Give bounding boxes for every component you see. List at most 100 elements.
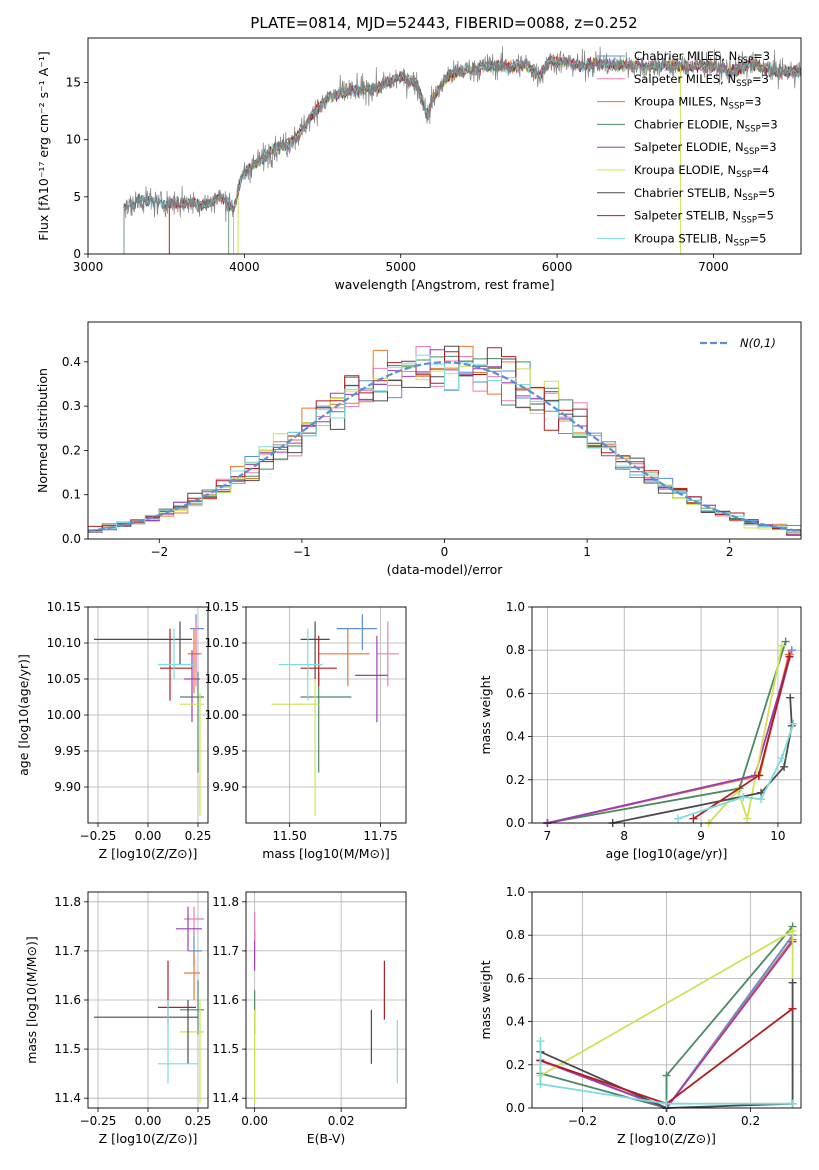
series-marker <box>789 719 798 728</box>
data-point <box>176 906 202 951</box>
axes-frame <box>531 606 802 824</box>
x-tick-label: 0.2 <box>741 1114 760 1128</box>
y-tick-label: 1.0 <box>506 600 525 614</box>
x-tick-label: −1 <box>293 545 311 559</box>
x-axis-label: mass [log10(M/M⊙)] <box>262 846 390 861</box>
subscript: SSP <box>736 170 752 180</box>
x-tick-label: 9 <box>697 829 705 843</box>
series-line <box>540 926 794 1110</box>
y-tick-label: 11.5 <box>54 1042 81 1056</box>
data-point <box>300 621 330 679</box>
x-tick-label: 4000 <box>229 260 260 274</box>
y-tick-label: 10.10 <box>205 636 239 650</box>
data-point <box>271 679 319 816</box>
x-tick-label: 3000 <box>73 260 104 274</box>
series-marker <box>757 795 766 804</box>
legend-entry: N(0,1) <box>740 336 776 350</box>
legend-value: =5 <box>758 186 775 200</box>
x-tick-label: 0.00 <box>135 829 162 843</box>
data-point <box>158 960 196 1025</box>
subscript: SSP <box>736 79 752 89</box>
subscript: SSP <box>741 216 757 226</box>
panel-age_vs_mass: 11.50 11.75 9.90 9.95 10.00 10.05 10.10 10.15 ma… <box>205 600 407 861</box>
data-point <box>180 1000 204 1104</box>
data-point <box>355 635 388 723</box>
y-tick-label: 11.8 <box>212 895 239 909</box>
data-point <box>94 621 192 665</box>
data-point <box>184 906 204 937</box>
series-marker <box>788 926 797 935</box>
y-tick-label: 11.7 <box>54 944 81 958</box>
y-tick-label: 10.00 <box>205 708 239 722</box>
y-tick-label: 10.15 <box>47 600 81 614</box>
series-marker <box>662 1099 671 1108</box>
legend-entry: Kroupa MILES, NSSP=3 <box>634 95 761 112</box>
y-tick-label: 10 <box>66 133 81 147</box>
legend-value: =5 <box>749 231 766 245</box>
axes-frame <box>87 321 802 540</box>
y-tick-label: 11.7 <box>212 944 239 958</box>
y-axis-label: age [log10(age/yr)] <box>16 654 31 776</box>
model-line <box>232 55 801 254</box>
data-point <box>300 671 352 773</box>
x-axis-label: Z [log10(Z/Z⊙)] <box>99 846 198 861</box>
data-point <box>184 650 200 723</box>
plot-area <box>254 911 398 1104</box>
series-marker <box>785 652 794 661</box>
y-tick-label: 15 <box>66 76 81 90</box>
data-point <box>318 628 370 687</box>
x-tick-label: 0.25 <box>185 829 212 843</box>
legend-value: =3 <box>753 49 770 63</box>
legend-entry: Kroupa STELIB, NSSP=5 <box>634 231 766 248</box>
observed-spectrum <box>123 46 801 254</box>
data-point <box>158 1000 198 1084</box>
legend-entry: Chabrier STELIB, NSSP=5 <box>634 186 775 203</box>
x-axis-label: age [log10(age/yr)] <box>606 846 728 861</box>
legend-value: =3 <box>744 95 761 109</box>
data-point <box>180 693 204 816</box>
data-point <box>188 931 202 966</box>
series-marker <box>754 771 763 780</box>
series-marker <box>739 793 748 802</box>
x-axis-label: wavelength [Angstrom, rest frame] <box>334 277 554 292</box>
x-tick-label: 6000 <box>542 260 573 274</box>
chart-title: PLATE=0814, MJD=52443, FIBERID=0088, z=0… <box>250 14 637 32</box>
panel-mass_vs_ebv: 0.00 0.02 11.4 11.5 11.6 11.7 11.8 E(B-V) <box>212 891 407 1146</box>
y-tick-label: 9.90 <box>212 780 239 794</box>
x-tick-label: −0.25 <box>80 829 117 843</box>
data-point <box>94 1000 198 1064</box>
y-tick-label: 0.8 <box>506 643 525 657</box>
y-axis-label: mass weight <box>478 675 493 754</box>
panel-residuals: −2 −1 0 1 2 0.0 0.1 0.2 0.3 0.4 (data-model)/error… <box>35 321 802 577</box>
series-line <box>612 697 793 824</box>
series-marker <box>788 1099 797 1108</box>
x-axis-label: Z [log10(Z/Z⊙)] <box>99 1131 198 1146</box>
x-tick-label: 0 <box>441 545 449 559</box>
y-tick-label: 9.90 <box>54 780 81 794</box>
series-marker <box>689 814 698 823</box>
legend-value: =4 <box>752 163 769 177</box>
series-marker <box>788 978 797 987</box>
legend: Chabrier MILES, NSSP=3 Salpeter MILES, NS… <box>597 49 778 248</box>
x-tick-label: 11.75 <box>363 829 397 843</box>
data-point <box>278 628 323 701</box>
x-tick-label: −0.2 <box>568 1114 597 1128</box>
y-tick-label: 0.0 <box>62 532 81 546</box>
legend-value: =5 <box>757 209 774 223</box>
data-point <box>158 628 196 679</box>
y-tick-label: 0.2 <box>506 773 525 787</box>
y-tick-label: 11.6 <box>212 993 239 1007</box>
y-tick-label: 11.6 <box>54 993 81 1007</box>
y-axis-label: Normed distribution <box>35 368 50 493</box>
plot-area <box>123 46 801 254</box>
model-line <box>123 56 801 254</box>
axes-frame <box>87 37 802 255</box>
axes-frame <box>531 891 802 1109</box>
data-point <box>188 628 200 694</box>
y-tick-label: 0.3 <box>62 399 81 413</box>
x-tick-label: 0.25 <box>185 1114 212 1128</box>
plot-area <box>543 637 798 827</box>
series-marker <box>786 693 795 702</box>
axes-frame <box>87 891 209 1109</box>
